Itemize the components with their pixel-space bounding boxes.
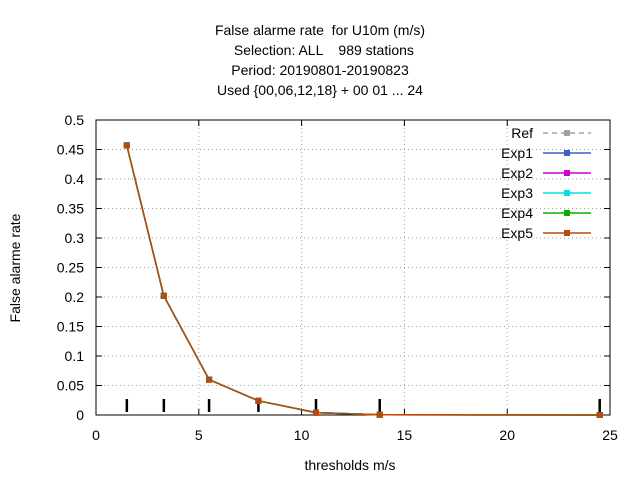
y-tick-label: 0.3	[65, 230, 85, 246]
legend-label: Exp5	[501, 225, 533, 241]
series-exp2	[123, 142, 603, 418]
x-tick-label: 25	[602, 427, 618, 443]
chart-title-line-3: Period: 20190801-20190823	[231, 62, 409, 78]
data-point	[123, 142, 130, 149]
y-tick-label: 0.2	[65, 289, 85, 305]
y-tick-label: 0.5	[65, 112, 85, 128]
legend-label: Ref	[511, 125, 533, 141]
data-point	[255, 397, 262, 404]
series-exp3	[123, 142, 603, 418]
chart-title-line-4: Used {00,06,12,18} + 00 01 ... 24	[217, 82, 423, 98]
y-tick-label: 0	[76, 407, 84, 423]
grid	[96, 120, 610, 415]
data-point	[206, 376, 213, 383]
legend-entry-exp2: Exp2	[501, 165, 591, 181]
threshold-markers	[125, 399, 601, 412]
x-tick-label: 5	[195, 427, 203, 443]
data-point	[312, 409, 319, 416]
x-tick-label: 15	[397, 427, 413, 443]
y-tick-label: 0.05	[57, 378, 84, 394]
data-point	[160, 292, 167, 299]
legend-marker	[564, 210, 570, 216]
legend-marker	[564, 190, 570, 196]
legend-label: Exp4	[501, 205, 533, 221]
legend-label: Exp2	[501, 165, 533, 181]
series-ref	[123, 142, 603, 418]
legend-marker	[564, 150, 570, 156]
x-tick-label: 20	[499, 427, 515, 443]
data-point	[376, 411, 383, 418]
legend-marker	[564, 230, 570, 236]
x-tick-label: 0	[92, 427, 100, 443]
y-axis-label: False alarme rate	[7, 213, 23, 322]
axes: 0 0.05 0.1 0.15 0.2 0.25 0.3 0.35 0.4 0.45 0.5 0 5 10…	[57, 112, 618, 443]
legend-entry-exp1: Exp1	[501, 145, 591, 161]
legend-marker	[564, 170, 570, 176]
legend-label: Exp1	[501, 145, 533, 161]
legend-label: Exp3	[501, 185, 533, 201]
y-tick-label: 0.25	[57, 260, 84, 276]
series-group	[123, 142, 603, 418]
y-tick-label: 0.4	[65, 171, 85, 187]
legend: Ref Exp1 Exp2 Exp3 Exp4 Exp5	[501, 125, 591, 241]
y-tick-label: 0.1	[65, 348, 85, 364]
series-exp1	[123, 142, 603, 418]
legend-entry-exp3: Exp3	[501, 185, 591, 201]
y-tick-label: 0.15	[57, 319, 84, 335]
x-tick-label: 10	[294, 427, 310, 443]
data-point	[596, 412, 603, 418]
chart-title-line-2: Selection: ALL 989 stations	[226, 42, 414, 58]
x-axis-label: thresholds m/s	[304, 457, 395, 473]
chart-title-line-1: False alarme rate for U10m (m/s)	[214, 22, 426, 38]
legend-entry-exp5: Exp5	[501, 225, 591, 241]
y-tick-label: 0.35	[57, 201, 84, 217]
y-tick-label: 0.45	[57, 142, 84, 158]
legend-entry-ref: Ref	[511, 125, 591, 141]
series-exp4	[123, 142, 603, 418]
plot-frame	[95, 119, 611, 416]
legend-entry-exp4: Exp4	[501, 205, 591, 221]
legend-marker	[564, 130, 570, 136]
series-exp5	[123, 142, 603, 418]
